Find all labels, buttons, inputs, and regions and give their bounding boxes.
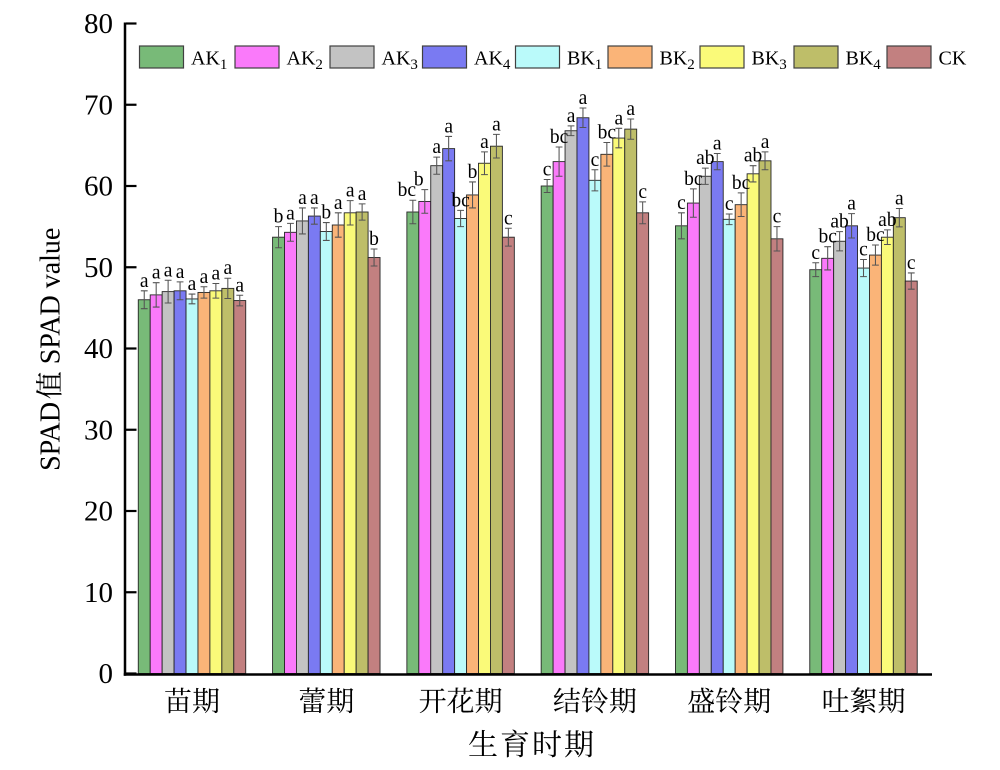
svg-text:50: 50 [84, 252, 113, 284]
svg-text:SPAD value: SPAD value [36, 228, 67, 365]
svg-text:bc: bc [684, 169, 703, 190]
svg-text:b: b [414, 170, 424, 191]
svg-text:c: c [638, 182, 647, 203]
svg-text:bc: bc [550, 127, 569, 148]
svg-text:a: a [480, 132, 489, 153]
svg-text:c: c [543, 160, 552, 181]
svg-text:a: a [200, 267, 209, 288]
svg-text:a: a [176, 262, 185, 283]
svg-text:a: a [346, 181, 355, 202]
svg-text:a: a [140, 271, 149, 292]
svg-text:40: 40 [84, 333, 113, 365]
svg-text:CK: CK [939, 47, 967, 69]
svg-text:a: a [212, 264, 221, 285]
svg-text:60: 60 [84, 171, 113, 203]
svg-text:c: c [591, 150, 600, 171]
svg-text:b: b [321, 203, 331, 224]
svg-text:a: a [444, 116, 453, 137]
svg-text:b: b [468, 162, 478, 183]
svg-text:80: 80 [84, 8, 113, 40]
svg-text:a: a [492, 114, 501, 135]
svg-text:a: a [847, 194, 856, 215]
svg-text:10: 10 [84, 577, 113, 609]
svg-text:bc: bc [398, 180, 417, 201]
svg-text:c: c [773, 207, 782, 228]
svg-text:a: a [895, 189, 904, 210]
svg-text:c: c [725, 194, 734, 215]
svg-text:b: b [369, 229, 379, 250]
svg-text:b: b [274, 207, 284, 228]
svg-text:bc: bc [451, 190, 470, 211]
svg-text:bc: bc [818, 227, 837, 248]
svg-text:BK1: BK1 [567, 47, 602, 73]
svg-text:a: a [614, 108, 623, 129]
svg-text:30: 30 [84, 414, 113, 446]
svg-text:ab: ab [744, 146, 762, 167]
svg-text:a: a [223, 258, 232, 279]
svg-text:c: c [504, 208, 513, 229]
svg-text:a: a [579, 88, 588, 109]
svg-text:70: 70 [84, 89, 113, 121]
svg-text:ab: ab [830, 212, 848, 233]
svg-text:a: a [567, 106, 576, 127]
svg-text:a: a [235, 275, 244, 296]
svg-text:a: a [152, 263, 161, 284]
svg-text:bc: bc [732, 173, 751, 194]
svg-text:a: a [310, 188, 319, 209]
svg-text:ab: ab [696, 148, 714, 169]
svg-text:a: a [432, 137, 441, 158]
svg-text:a: a [164, 260, 173, 281]
svg-text:a: a [713, 134, 722, 155]
svg-text:a: a [358, 184, 367, 205]
svg-text:a: a [188, 274, 197, 295]
svg-text:c: c [677, 193, 686, 214]
svg-text:a: a [286, 203, 295, 224]
svg-text:bc: bc [866, 225, 885, 246]
svg-text:a: a [761, 132, 770, 153]
svg-text:a: a [298, 188, 307, 209]
svg-text:0: 0 [99, 658, 114, 690]
svg-text:c: c [859, 240, 868, 261]
svg-text:a: a [334, 193, 343, 214]
svg-text:SPAD: SPAD [36, 402, 67, 471]
svg-text:c: c [907, 253, 916, 274]
svg-text:20: 20 [84, 496, 113, 528]
svg-text:bc: bc [598, 123, 617, 144]
svg-text:c: c [811, 243, 820, 264]
svg-text:a: a [626, 99, 635, 120]
svg-text:ab: ab [878, 210, 896, 231]
